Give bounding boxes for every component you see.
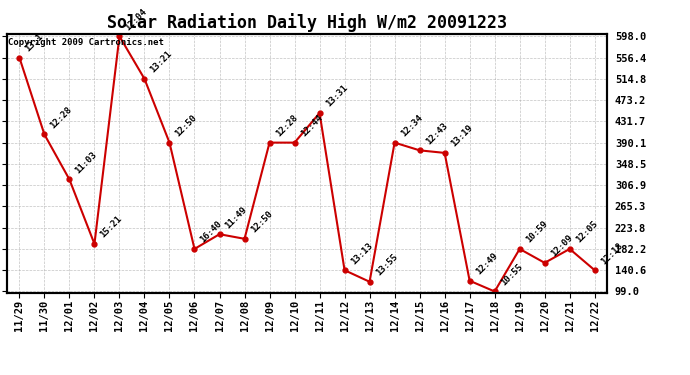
Text: 12:09: 12:09 xyxy=(549,233,574,259)
Text: Copyright 2009 Cartronics.net: Copyright 2009 Cartronics.net xyxy=(8,38,164,46)
Text: 13:13: 13:13 xyxy=(348,241,374,266)
Text: 11:49: 11:49 xyxy=(224,205,249,230)
Title: Solar Radiation Daily High W/m2 20091223: Solar Radiation Daily High W/m2 20091223 xyxy=(107,13,507,32)
Text: 10:59: 10:59 xyxy=(524,219,549,245)
Text: 12:49: 12:49 xyxy=(474,251,499,277)
Text: 12:34: 12:34 xyxy=(399,113,424,138)
Text: 13:19: 13:19 xyxy=(448,123,474,149)
Text: 12:50: 12:50 xyxy=(174,113,199,138)
Text: 15:21: 15:21 xyxy=(99,214,124,240)
Text: 13:21: 13:21 xyxy=(148,50,174,75)
Text: 10:55: 10:55 xyxy=(499,262,524,287)
Text: 16:40: 16:40 xyxy=(199,219,224,245)
Text: 12:50: 12:50 xyxy=(248,209,274,235)
Text: 13:31: 13:31 xyxy=(324,84,349,109)
Text: 12:28: 12:28 xyxy=(274,113,299,138)
Text: 12:43: 12:43 xyxy=(424,121,449,146)
Text: 12:44: 12:44 xyxy=(299,113,324,138)
Text: 13:1: 13:1 xyxy=(23,32,45,53)
Text: 12:28: 12:28 xyxy=(48,105,74,130)
Text: 12:18: 12:18 xyxy=(599,241,624,266)
Text: 12:05: 12:05 xyxy=(574,219,599,245)
Text: 12:04: 12:04 xyxy=(124,7,149,32)
Text: 11:03: 11:03 xyxy=(74,150,99,176)
Text: 13:55: 13:55 xyxy=(374,252,399,278)
